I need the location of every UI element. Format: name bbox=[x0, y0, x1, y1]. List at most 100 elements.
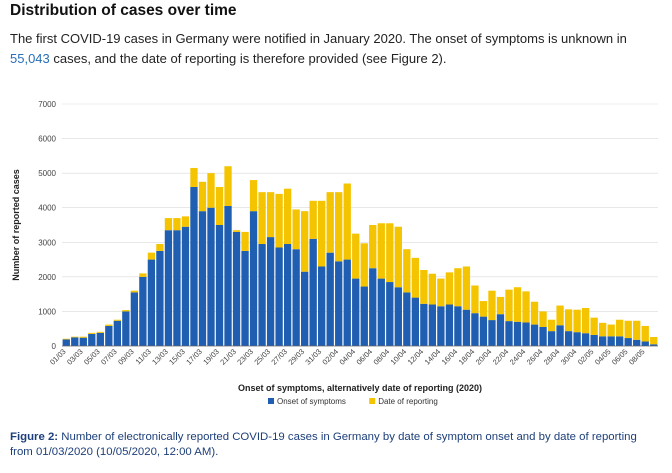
bar-date-of-reporting bbox=[224, 166, 232, 206]
bar-onset-of-symptoms bbox=[326, 252, 334, 346]
legend-label-onset: Onset of symptoms bbox=[277, 397, 346, 406]
bar-date-of-reporting bbox=[445, 272, 454, 305]
chart-container: 0 1000 2000 3000 4000 5000 6000 7000 01/03 03/03… bbox=[0, 92, 672, 422]
bar-onset-of-symptoms bbox=[573, 332, 581, 346]
bar-date-of-reporting bbox=[547, 319, 556, 332]
bar-onset-of-symptoms bbox=[360, 286, 368, 346]
bar-onset-of-symptoms bbox=[130, 292, 139, 346]
bar-date-of-reporting bbox=[215, 186, 224, 225]
bar-date-of-reporting bbox=[181, 216, 190, 227]
y-tick-label: 6000 bbox=[38, 135, 56, 144]
x-tick-label: 31/03 bbox=[303, 347, 323, 367]
x-tick-label: 14/04 bbox=[423, 347, 443, 367]
bar-onset-of-symptoms bbox=[522, 322, 530, 346]
bar-date-of-reporting bbox=[173, 218, 181, 231]
bar-date-of-reporting bbox=[616, 319, 624, 337]
unknown-onset-count: 55,043 bbox=[10, 51, 50, 66]
x-tick-label: 13/03 bbox=[150, 347, 170, 367]
bar-onset-of-symptoms bbox=[488, 320, 496, 346]
y-tick-label: 1000 bbox=[38, 307, 56, 316]
bar-date-of-reporting bbox=[386, 223, 394, 283]
bar-date-of-reporting bbox=[479, 301, 488, 317]
bar-onset-of-symptoms bbox=[96, 332, 104, 346]
bar-date-of-reporting bbox=[377, 223, 385, 279]
bar-onset-of-symptoms bbox=[462, 309, 471, 346]
y-axis-title: Number of reported cases bbox=[11, 169, 21, 281]
bar-onset-of-symptoms bbox=[258, 244, 266, 346]
bar-onset-of-symptoms bbox=[283, 244, 292, 346]
x-tick-label: 26/04 bbox=[525, 347, 545, 367]
intro-text-start: The first COVID-19 cases in Germany were… bbox=[10, 31, 627, 46]
y-tick-label: 7000 bbox=[38, 100, 56, 109]
bar-date-of-reporting bbox=[62, 338, 70, 340]
caption-text: Number of electronically reported COVID-… bbox=[10, 431, 637, 458]
cases-bar-chart: 0 1000 2000 3000 4000 5000 6000 7000 01/0303/03… bbox=[11, 100, 658, 406]
legend-label-reporting: Date of reporting bbox=[378, 397, 438, 406]
bar-onset-of-symptoms bbox=[224, 205, 232, 346]
x-tick-label: 29/03 bbox=[286, 347, 306, 367]
bar-onset-of-symptoms bbox=[266, 237, 275, 346]
x-tick-label: 07/03 bbox=[99, 347, 119, 367]
x-tick-label: 04/05 bbox=[593, 347, 613, 367]
bar-date-of-reporting bbox=[403, 249, 411, 293]
bar-date-of-reporting bbox=[650, 337, 658, 345]
x-tick-label: 28/04 bbox=[542, 347, 562, 367]
bar-onset-of-symptoms bbox=[198, 211, 207, 346]
bar-date-of-reporting bbox=[462, 266, 471, 310]
bar-date-of-reporting bbox=[105, 324, 113, 326]
bar-date-of-reporting bbox=[420, 269, 428, 304]
bar-date-of-reporting bbox=[283, 188, 292, 245]
x-axis-ticks: 01/0303/0305/0307/0309/0311/0313/0315/03… bbox=[48, 347, 647, 367]
bar-onset-of-symptoms bbox=[207, 207, 215, 346]
bar-date-of-reporting bbox=[522, 291, 530, 323]
legend-swatch-onset bbox=[268, 398, 274, 404]
bar-onset-of-symptoms bbox=[122, 311, 130, 346]
bar-onset-of-symptoms bbox=[369, 268, 377, 346]
x-tick-label: 04/04 bbox=[338, 347, 358, 367]
legend-swatch-reporting bbox=[369, 398, 376, 404]
bar-onset-of-symptoms bbox=[62, 339, 70, 346]
bar-date-of-reporting bbox=[275, 193, 283, 248]
bar-onset-of-symptoms bbox=[556, 325, 564, 346]
bar-date-of-reporting bbox=[641, 325, 649, 342]
bar-onset-of-symptoms bbox=[513, 321, 522, 346]
x-tick-label: 03/03 bbox=[65, 347, 85, 367]
bar-onset-of-symptoms bbox=[590, 334, 598, 346]
bar-date-of-reporting bbox=[343, 183, 351, 260]
x-tick-label: 10/04 bbox=[389, 347, 409, 367]
bar-date-of-reporting bbox=[488, 290, 496, 321]
bar-onset-of-symptoms bbox=[471, 313, 479, 346]
legend: Onset of symptoms Date of reporting bbox=[268, 397, 438, 406]
bar-date-of-reporting bbox=[207, 173, 215, 208]
x-tick-label: 06/05 bbox=[610, 347, 630, 367]
bar-onset-of-symptoms bbox=[445, 304, 454, 346]
bar-onset-of-symptoms bbox=[292, 249, 300, 346]
x-tick-label: 21/03 bbox=[218, 347, 238, 367]
bar-onset-of-symptoms bbox=[496, 314, 505, 346]
bar-onset-of-symptoms bbox=[164, 230, 173, 346]
bar-date-of-reporting bbox=[156, 244, 164, 251]
bar-date-of-reporting bbox=[326, 192, 334, 253]
bar-onset-of-symptoms bbox=[411, 297, 419, 346]
y-tick-label: 5000 bbox=[38, 169, 56, 178]
bar-onset-of-symptoms bbox=[352, 278, 360, 346]
bar-onset-of-symptoms bbox=[181, 226, 190, 346]
bar-date-of-reporting bbox=[369, 225, 377, 269]
bar-date-of-reporting bbox=[428, 273, 437, 305]
bar-onset-of-symptoms bbox=[241, 250, 249, 346]
bar-date-of-reporting bbox=[122, 310, 130, 312]
x-axis-title: Onset of symptoms, alternatively date of… bbox=[238, 383, 482, 393]
bar-onset-of-symptoms bbox=[309, 238, 317, 346]
x-tick-label: 23/03 bbox=[235, 347, 255, 367]
bar-date-of-reporting bbox=[71, 336, 79, 338]
bar-onset-of-symptoms bbox=[232, 231, 241, 346]
bar-date-of-reporting bbox=[624, 320, 632, 339]
bar-onset-of-symptoms bbox=[641, 341, 649, 346]
x-tick-label: 20/04 bbox=[474, 347, 494, 367]
y-tick-label: 0 bbox=[52, 342, 57, 351]
x-tick-label: 17/03 bbox=[184, 347, 204, 367]
bar-onset-of-symptoms bbox=[530, 324, 539, 346]
bar-date-of-reporting bbox=[292, 209, 300, 250]
bar-date-of-reporting bbox=[198, 181, 207, 212]
x-tick-label: 11/03 bbox=[134, 347, 153, 366]
